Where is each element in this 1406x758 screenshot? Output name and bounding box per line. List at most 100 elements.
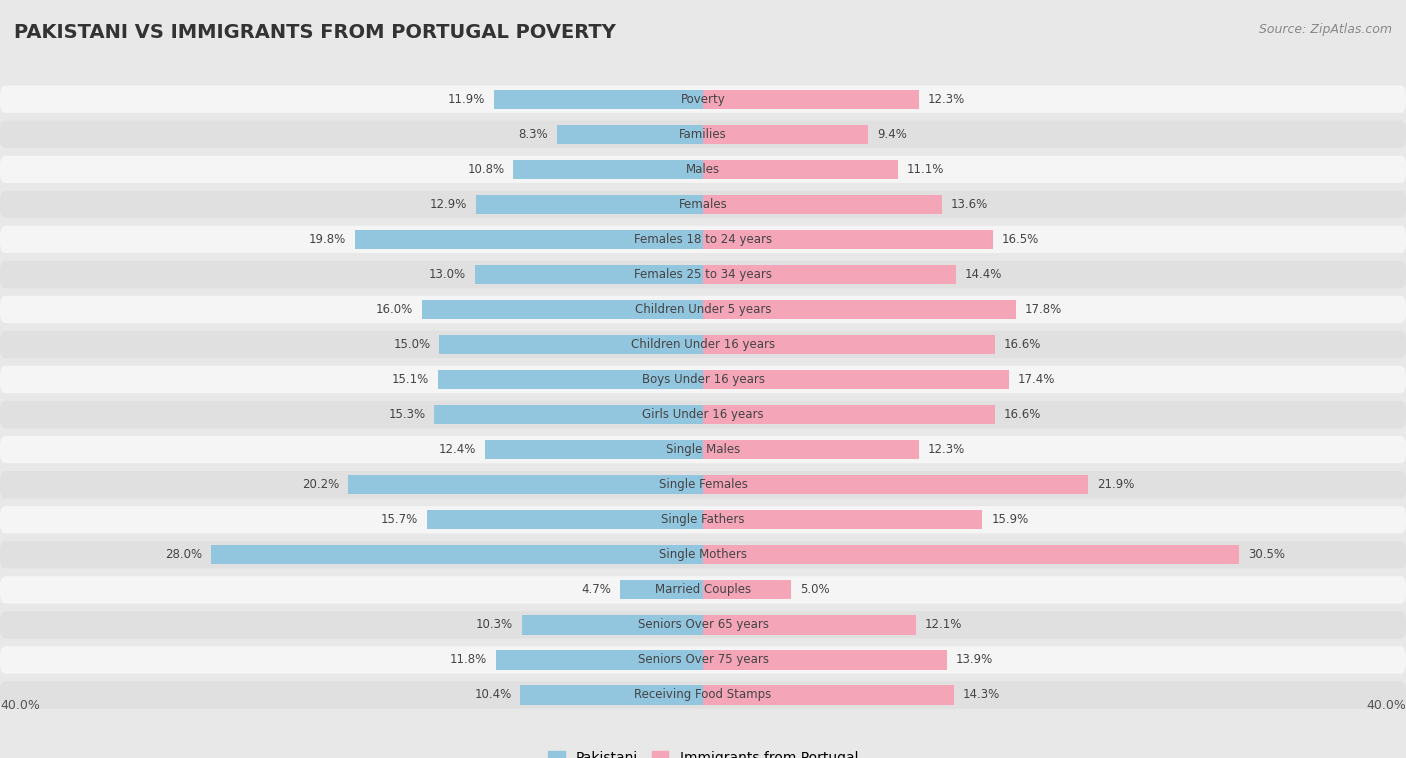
Bar	[703, 160, 898, 179]
Bar	[703, 124, 869, 144]
Text: 12.9%: 12.9%	[430, 198, 467, 211]
Bar	[703, 545, 1239, 565]
Bar	[703, 475, 1088, 494]
Text: Boys Under 16 years: Boys Under 16 years	[641, 373, 765, 386]
Text: 11.1%: 11.1%	[907, 163, 945, 176]
Bar	[703, 230, 993, 249]
Bar	[620, 580, 703, 600]
Text: 15.1%: 15.1%	[392, 373, 429, 386]
Text: 11.8%: 11.8%	[450, 653, 486, 666]
FancyBboxPatch shape	[0, 121, 1406, 148]
Bar	[703, 265, 956, 284]
Text: 17.8%: 17.8%	[1025, 303, 1062, 316]
Text: Single Mothers: Single Mothers	[659, 548, 747, 562]
Text: 11.9%: 11.9%	[447, 92, 485, 105]
Text: 15.0%: 15.0%	[394, 338, 430, 351]
Bar	[477, 195, 703, 214]
Text: Males: Males	[686, 163, 720, 176]
FancyBboxPatch shape	[0, 226, 1406, 253]
Text: Children Under 5 years: Children Under 5 years	[634, 303, 772, 316]
Text: Married Couples: Married Couples	[655, 584, 751, 597]
Bar	[703, 580, 790, 600]
Bar	[354, 230, 703, 249]
FancyBboxPatch shape	[0, 296, 1406, 323]
Text: 8.3%: 8.3%	[519, 128, 548, 141]
Bar	[422, 300, 703, 319]
Text: Children Under 16 years: Children Under 16 years	[631, 338, 775, 351]
Text: Females 25 to 34 years: Females 25 to 34 years	[634, 268, 772, 281]
Bar	[522, 615, 703, 634]
Bar	[485, 440, 703, 459]
Text: 4.7%: 4.7%	[582, 584, 612, 597]
Text: Seniors Over 65 years: Seniors Over 65 years	[637, 619, 769, 631]
Text: 16.5%: 16.5%	[1001, 233, 1039, 246]
Text: 28.0%: 28.0%	[165, 548, 202, 562]
Bar	[211, 545, 703, 565]
Bar	[703, 510, 983, 529]
Text: 13.6%: 13.6%	[950, 198, 988, 211]
Text: 12.3%: 12.3%	[928, 92, 965, 105]
Bar	[520, 685, 703, 705]
Bar	[557, 124, 703, 144]
FancyBboxPatch shape	[0, 647, 1406, 674]
FancyBboxPatch shape	[0, 401, 1406, 428]
FancyBboxPatch shape	[0, 471, 1406, 498]
Text: 30.5%: 30.5%	[1249, 548, 1285, 562]
Bar	[437, 370, 703, 389]
Bar	[703, 440, 920, 459]
Text: 10.3%: 10.3%	[477, 619, 513, 631]
Bar	[513, 160, 703, 179]
Text: 14.3%: 14.3%	[963, 688, 1000, 701]
Text: 13.0%: 13.0%	[429, 268, 465, 281]
Text: 10.4%: 10.4%	[474, 688, 512, 701]
Text: 20.2%: 20.2%	[302, 478, 339, 491]
Text: Single Fathers: Single Fathers	[661, 513, 745, 526]
Text: 14.4%: 14.4%	[965, 268, 1002, 281]
Text: 12.1%: 12.1%	[925, 619, 962, 631]
Bar	[703, 300, 1015, 319]
FancyBboxPatch shape	[0, 506, 1406, 534]
FancyBboxPatch shape	[0, 576, 1406, 603]
FancyBboxPatch shape	[0, 681, 1406, 709]
FancyBboxPatch shape	[0, 261, 1406, 288]
Text: Females 18 to 24 years: Females 18 to 24 years	[634, 233, 772, 246]
Legend: Pakistani, Immigrants from Portugal: Pakistani, Immigrants from Portugal	[543, 746, 863, 758]
Text: Females: Females	[679, 198, 727, 211]
FancyBboxPatch shape	[0, 191, 1406, 218]
Text: 17.4%: 17.4%	[1018, 373, 1054, 386]
Text: Families: Families	[679, 128, 727, 141]
FancyBboxPatch shape	[0, 366, 1406, 393]
Bar	[434, 405, 703, 424]
Text: 16.0%: 16.0%	[375, 303, 413, 316]
Text: 40.0%: 40.0%	[1367, 699, 1406, 712]
FancyBboxPatch shape	[0, 330, 1406, 359]
Text: Girls Under 16 years: Girls Under 16 years	[643, 408, 763, 421]
Bar	[496, 650, 703, 669]
Text: 15.7%: 15.7%	[381, 513, 419, 526]
Text: 16.6%: 16.6%	[1004, 408, 1040, 421]
Text: 40.0%: 40.0%	[0, 699, 39, 712]
Text: 15.3%: 15.3%	[388, 408, 425, 421]
Text: Seniors Over 75 years: Seniors Over 75 years	[637, 653, 769, 666]
Text: 10.8%: 10.8%	[467, 163, 505, 176]
Text: 12.3%: 12.3%	[928, 443, 965, 456]
FancyBboxPatch shape	[0, 436, 1406, 463]
Text: PAKISTANI VS IMMIGRANTS FROM PORTUGAL POVERTY: PAKISTANI VS IMMIGRANTS FROM PORTUGAL PO…	[14, 23, 616, 42]
FancyBboxPatch shape	[0, 611, 1406, 638]
Text: 12.4%: 12.4%	[439, 443, 477, 456]
Bar	[439, 335, 703, 354]
Text: 21.9%: 21.9%	[1097, 478, 1135, 491]
Bar	[703, 650, 948, 669]
FancyBboxPatch shape	[0, 86, 1406, 113]
Text: 13.9%: 13.9%	[956, 653, 993, 666]
Bar	[427, 510, 703, 529]
Text: 5.0%: 5.0%	[800, 584, 830, 597]
Text: 19.8%: 19.8%	[309, 233, 346, 246]
FancyBboxPatch shape	[0, 541, 1406, 568]
Bar	[703, 405, 995, 424]
Text: Receiving Food Stamps: Receiving Food Stamps	[634, 688, 772, 701]
Text: 16.6%: 16.6%	[1004, 338, 1040, 351]
Text: 9.4%: 9.4%	[877, 128, 907, 141]
Bar	[494, 89, 703, 109]
Bar	[475, 265, 703, 284]
